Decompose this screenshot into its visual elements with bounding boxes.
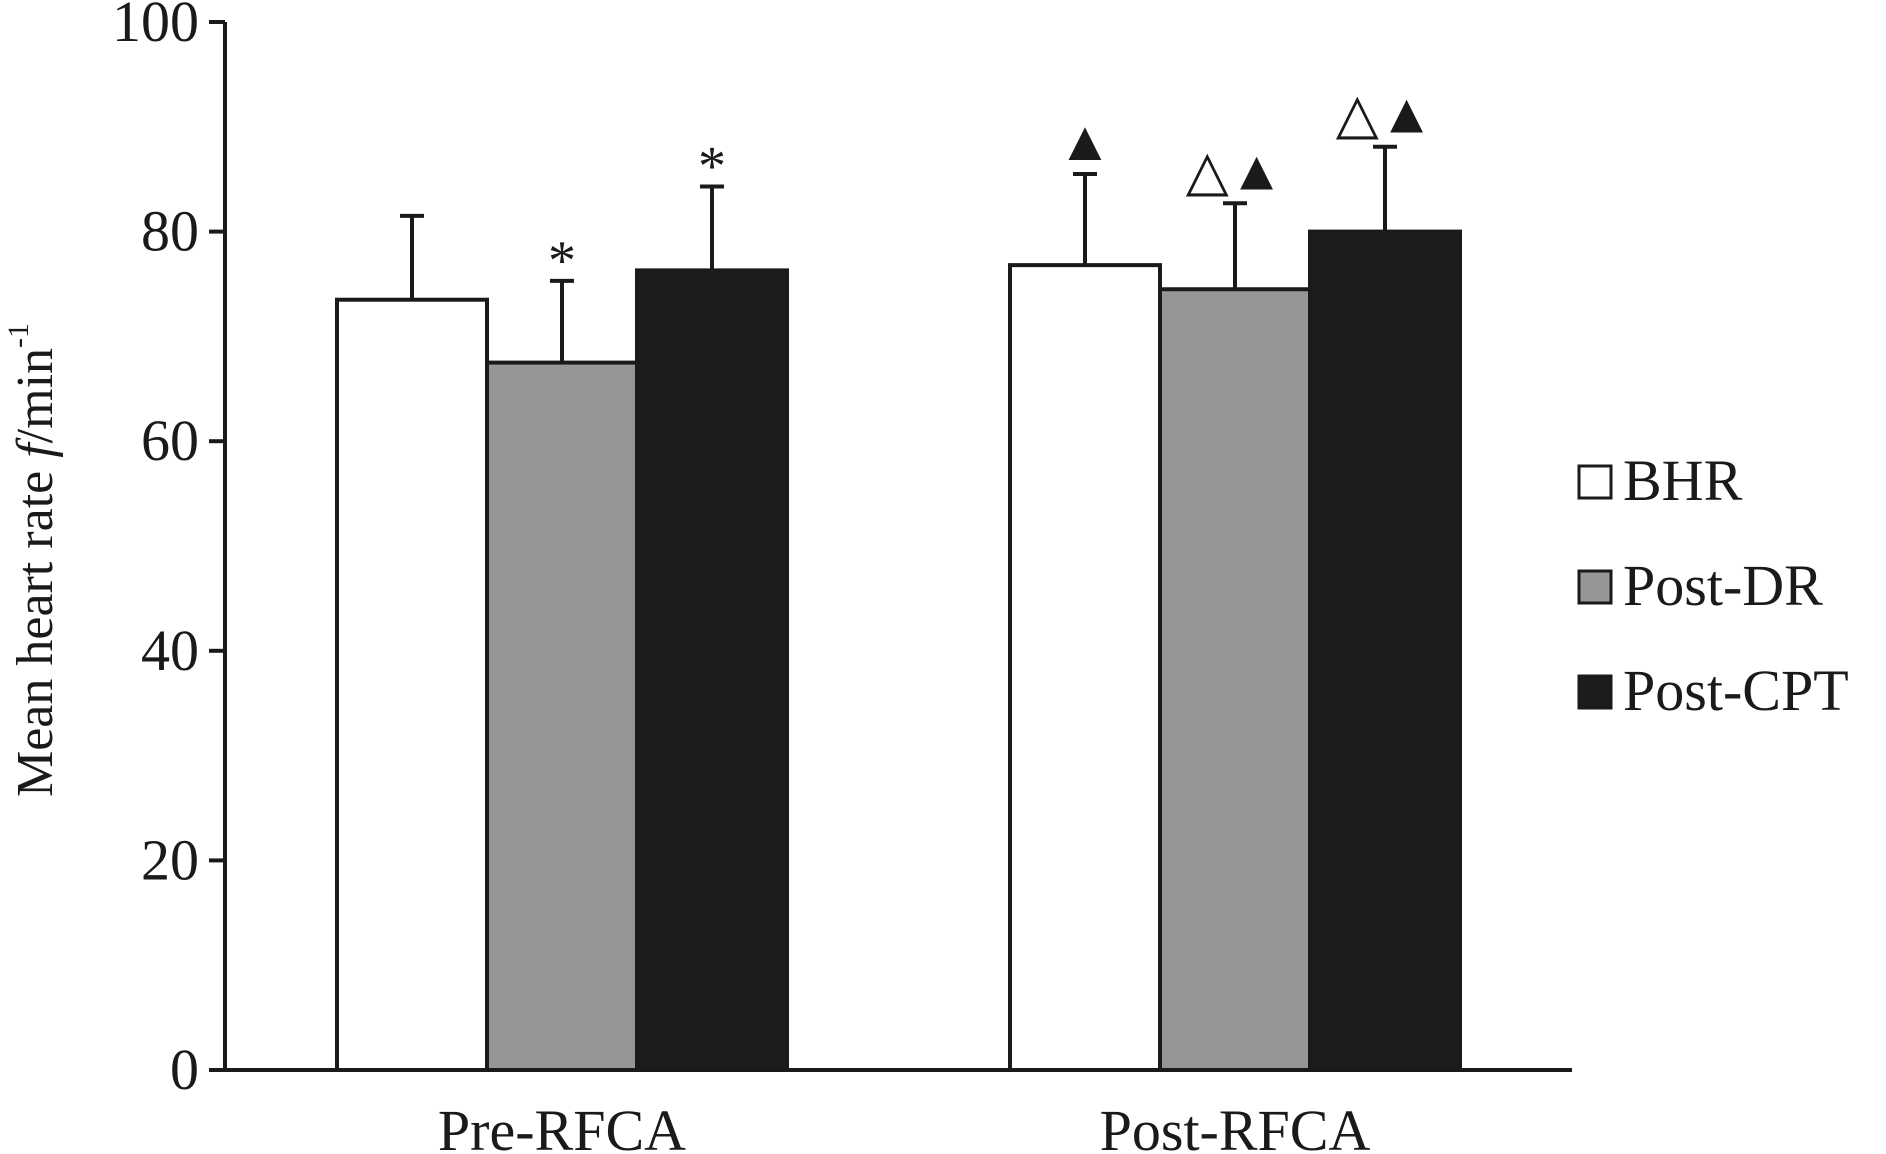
y-axis-title: Mean heart rate f/min-1 xyxy=(2,323,64,797)
error-bars-group xyxy=(400,144,1397,363)
y-tick-label: 80 xyxy=(141,199,199,264)
legend-swatch-bhr xyxy=(1577,464,1613,500)
significance-asterisk: * xyxy=(698,136,726,198)
bar-post-cpt-post-rfca xyxy=(1308,229,1462,1073)
bar-post-cpt-pre-rfca xyxy=(635,268,789,1073)
bar-post-dr-post-rfca xyxy=(1158,287,1312,1072)
y-axis-title-main: Mean heart rate xyxy=(7,458,64,797)
x-category-label: Post-RFCA xyxy=(1100,1098,1371,1154)
legend-swatch-post-dr xyxy=(1577,569,1613,605)
bar-bhr-post-rfca xyxy=(1008,263,1162,1072)
y-axis-title-unit: /min xyxy=(7,348,64,443)
y-tick-label: 40 xyxy=(141,618,199,683)
y-tick-label: 0 xyxy=(170,1037,199,1102)
category-labels: Pre-RFCA Post-RFCA xyxy=(438,1098,1371,1154)
legend: BHR Post-DR Post-CPT xyxy=(1577,448,1849,723)
bar-bhr-pre-rfca xyxy=(335,297,489,1073)
bars-group xyxy=(335,229,1462,1073)
bar-post-dr-pre-rfca xyxy=(485,360,639,1073)
significance-asterisk: * xyxy=(548,230,576,292)
legend-swatch-post-cpt xyxy=(1577,674,1613,710)
significance-triangle-marker: △▲ xyxy=(1186,140,1285,202)
y-tick-label: 100 xyxy=(112,0,199,54)
y-axis-title-superscript: -1 xyxy=(2,323,35,348)
legend-label-post-cpt: Post-CPT xyxy=(1623,658,1849,723)
significance-triangle-marker: △▲ xyxy=(1336,84,1435,146)
x-category-label: Pre-RFCA xyxy=(438,1098,686,1154)
annotations-group: * * ▲ △▲ △▲ xyxy=(548,84,1434,292)
legend-label-bhr: BHR xyxy=(1623,448,1743,513)
y-tick-label: 20 xyxy=(141,827,199,892)
legend-label-post-dr: Post-DR xyxy=(1623,553,1823,618)
y-axis: 0 20 40 60 80 100 xyxy=(112,0,227,1102)
significance-triangle-marker: ▲ xyxy=(1057,111,1112,173)
y-tick-label: 60 xyxy=(141,408,199,473)
